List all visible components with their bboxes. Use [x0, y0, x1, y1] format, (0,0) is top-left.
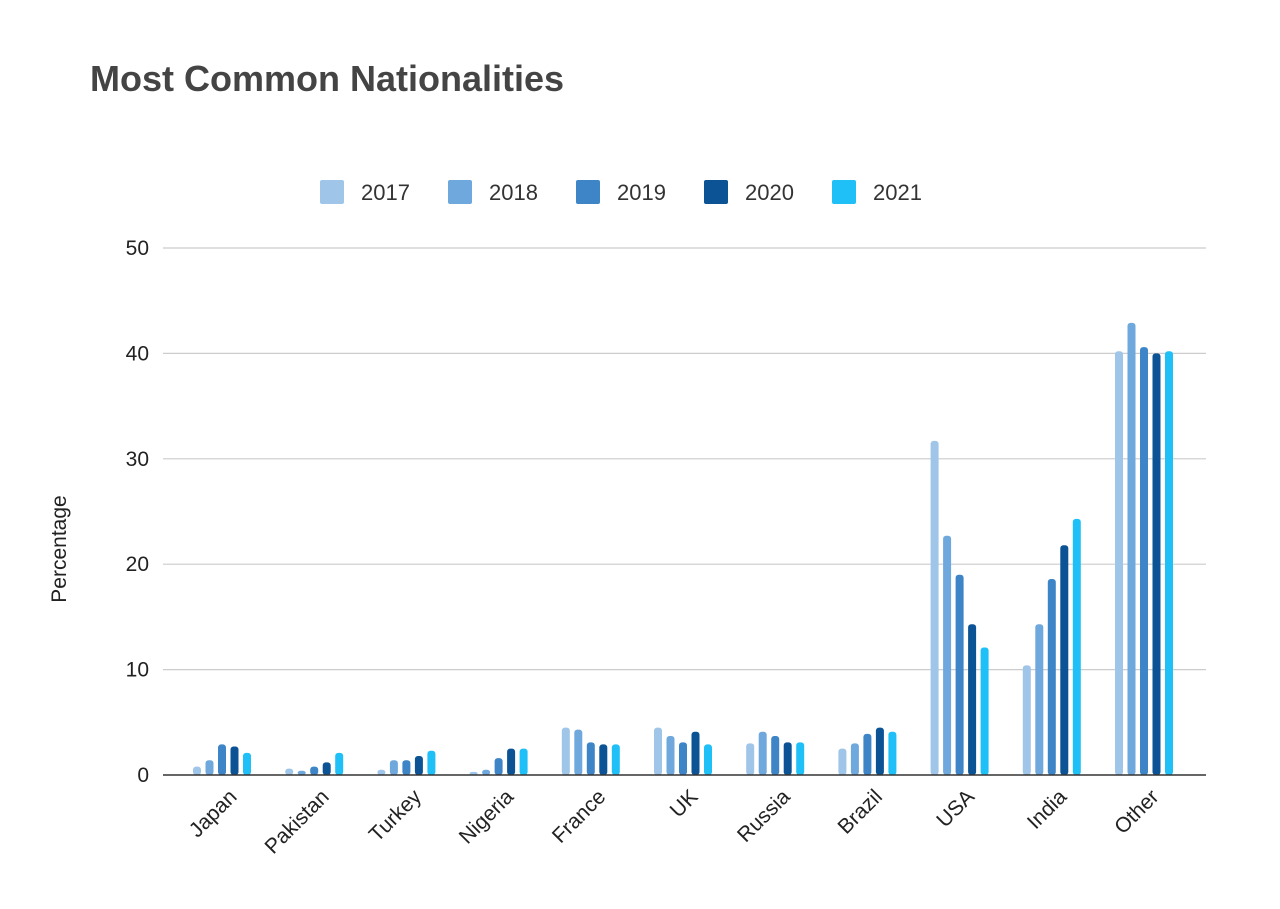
legend-swatch-2021 [832, 180, 856, 204]
bar-other-2017 [1115, 351, 1123, 775]
bar-usa-2020 [968, 624, 977, 775]
y-tick-label: 30 [126, 448, 149, 471]
bar-uk-2017 [654, 727, 662, 775]
bar-nigeria-2020 [507, 748, 516, 775]
x-tick-label: India [1023, 785, 1072, 834]
bar-pakistan-2019 [310, 766, 319, 775]
bar-brazil-2021 [888, 731, 897, 775]
bar-india-2017 [1022, 665, 1031, 775]
x-tick-label: France [548, 785, 610, 847]
bar-france-2018 [574, 729, 583, 775]
bar-brazil-2019 [863, 733, 872, 775]
bar-brazil-2020 [875, 727, 884, 775]
bar-india-2020 [1060, 545, 1069, 775]
legend-swatch-2020 [704, 180, 728, 204]
bar-france-2019 [586, 742, 595, 775]
y-axis-label: Percentage [48, 495, 71, 602]
bar-usa-2019 [955, 574, 964, 775]
bar-japan-2017 [193, 766, 201, 775]
x-tick-label: Nigeria [455, 785, 519, 849]
bar-nigeria-2021 [519, 748, 528, 775]
x-tick-label: Turkey [365, 785, 426, 846]
bar-turkey-2019 [402, 760, 411, 775]
x-tick-label: Japan [185, 785, 242, 842]
x-tick-label: UK [666, 785, 703, 822]
legend-swatch-2017 [320, 180, 344, 204]
y-axis-ticks: 0 10 20 30 40 50 [126, 237, 149, 787]
bar-russia-2021 [796, 742, 805, 775]
bar-usa-2017 [930, 440, 939, 775]
bar-turkey-2018 [389, 760, 398, 775]
bar-pakistan-2021 [335, 752, 344, 775]
bar-brazil-2018 [850, 743, 859, 775]
bar-turkey-2020 [414, 756, 423, 775]
bar-russia-2020 [783, 742, 792, 775]
bar-uk-2018 [666, 736, 675, 775]
bar-france-2017 [561, 727, 570, 775]
bar-other-2018 [1127, 322, 1136, 775]
x-tick-label: Brazil [834, 785, 887, 838]
legend-swatch-2019 [576, 180, 600, 204]
y-tick-label: 20 [126, 553, 149, 576]
bars [193, 322, 1173, 775]
x-tick-label: Pakistan [261, 785, 334, 858]
y-tick-label: 10 [126, 659, 149, 682]
bar-india-2019 [1047, 578, 1056, 775]
x-axis-ticks: Japan Pakistan Turkey Nigeria France UK Russia… [185, 785, 1164, 859]
bar-nigeria-2018 [482, 769, 491, 775]
bar-japan-2019 [218, 744, 226, 775]
y-tick-label: 50 [126, 237, 149, 260]
bar-france-2021 [611, 744, 620, 775]
bar-brazil-2017 [838, 748, 847, 775]
legend-label-2017: 2017 [361, 180, 410, 205]
bar-japan-2021 [243, 752, 251, 775]
bar-usa-2021 [980, 647, 989, 775]
bar-france-2020 [599, 744, 608, 775]
y-tick-label: 40 [126, 342, 149, 365]
x-tick-label: USA [932, 785, 979, 832]
bar-russia-2017 [746, 743, 755, 775]
bar-uk-2020 [691, 731, 700, 775]
bar-japan-2018 [205, 760, 214, 775]
bar-pakistan-2018 [297, 770, 306, 775]
bar-india-2018 [1035, 624, 1044, 775]
legend: 2017 2018 2019 2020 2021 [320, 180, 922, 205]
bar-uk-2019 [679, 742, 687, 775]
bar-usa-2018 [943, 535, 952, 775]
bar-turkey-2021 [427, 750, 436, 775]
bar-india-2021 [1072, 518, 1081, 775]
bar-russia-2019 [771, 736, 780, 775]
bar-other-2020 [1152, 353, 1161, 775]
bar-other-2019 [1140, 347, 1148, 775]
x-tick-label: Other [1110, 785, 1163, 838]
bar-pakistan-2017 [285, 768, 294, 775]
legend-label-2019: 2019 [617, 180, 666, 205]
legend-label-2020: 2020 [745, 180, 794, 205]
bar-japan-2020 [230, 746, 239, 775]
x-tick-label: Russia [733, 785, 795, 847]
legend-label-2018: 2018 [489, 180, 538, 205]
bar-pakistan-2020 [322, 762, 331, 775]
bar-turkey-2017 [377, 769, 386, 775]
bar-nigeria-2019 [494, 758, 503, 775]
legend-label-2021: 2021 [873, 180, 922, 205]
chart-title: Most Common Nationalities [90, 58, 565, 99]
bar-uk-2021 [704, 744, 712, 775]
y-tick-label: 0 [137, 764, 149, 787]
bar-other-2021 [1165, 351, 1173, 775]
legend-swatch-2018 [448, 180, 472, 204]
bar-nigeria-2017 [469, 771, 478, 775]
gridlines [163, 247, 1206, 671]
bar-russia-2018 [758, 731, 767, 775]
